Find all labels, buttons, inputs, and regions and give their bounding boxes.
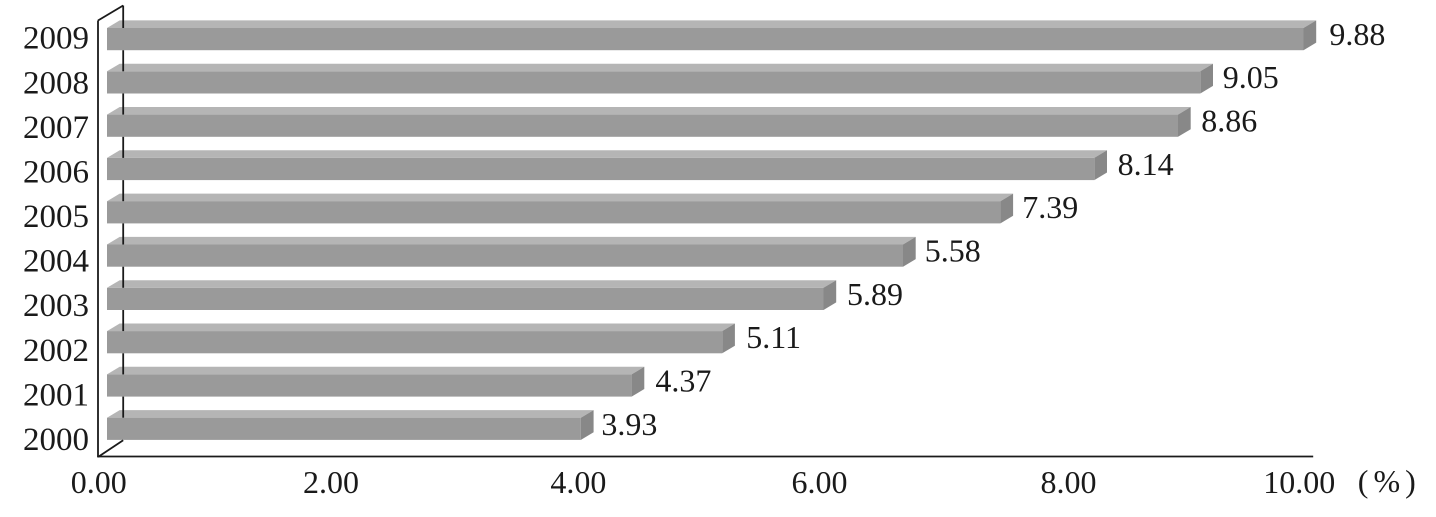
svg-text:2005: 2005	[23, 199, 89, 235]
svg-text:2002: 2002	[23, 333, 89, 369]
svg-text:2000: 2000	[23, 422, 89, 458]
svg-text:5.58: 5.58	[925, 233, 981, 269]
svg-text:2009: 2009	[23, 21, 89, 57]
svg-text:9.88: 9.88	[1329, 16, 1385, 52]
svg-text:8.00: 8.00	[1041, 464, 1097, 500]
svg-text:8.86: 8.86	[1201, 103, 1257, 139]
svg-text:2004: 2004	[23, 244, 89, 280]
svg-text:6.00: 6.00	[792, 464, 848, 500]
svg-text:2.00: 2.00	[303, 464, 359, 500]
svg-text:3.93: 3.93	[601, 406, 657, 442]
svg-text:7.39: 7.39	[1022, 189, 1078, 225]
svg-text:4.00: 4.00	[550, 464, 606, 500]
svg-text:2008: 2008	[23, 65, 89, 101]
svg-text:4.37: 4.37	[655, 363, 711, 399]
svg-text:8.14: 8.14	[1118, 146, 1174, 182]
svg-text:5.89: 5.89	[847, 276, 903, 312]
svg-text:(%): (%)	[1358, 463, 1421, 499]
svg-text:2006: 2006	[23, 155, 89, 191]
svg-text:9.05: 9.05	[1223, 59, 1279, 95]
svg-text:10.00: 10.00	[1263, 464, 1335, 500]
svg-text:5.11: 5.11	[746, 319, 801, 355]
svg-text:2007: 2007	[23, 110, 89, 146]
svg-text:2001: 2001	[23, 377, 89, 413]
svg-text:0.00: 0.00	[71, 464, 127, 500]
svg-text:2003: 2003	[23, 288, 89, 324]
